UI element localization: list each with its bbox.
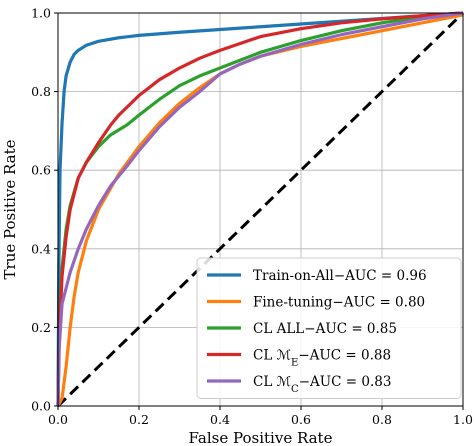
x-tick-label: 0.6 bbox=[291, 412, 311, 427]
legend-box bbox=[196, 257, 462, 399]
x-tick-label: 0.8 bbox=[372, 412, 392, 427]
chance-diagonal-line bbox=[56, 11, 465, 408]
y-tick-label: 0.0 bbox=[31, 399, 51, 414]
y-tick-label: 0.6 bbox=[31, 163, 51, 178]
series-line-0 bbox=[56, 11, 464, 407]
legend-label: CL ℳC−AUC = 0.83 bbox=[253, 374, 391, 395]
y-tick-label: 0.4 bbox=[31, 241, 51, 256]
series-line-1 bbox=[56, 13, 464, 407]
x-axis-ticks: 0.0 0.2 0.4 0.6 0.8 1.0 bbox=[48, 406, 473, 427]
x-tick-label: 0.0 bbox=[48, 412, 68, 427]
x-tick-label: 0.4 bbox=[210, 412, 230, 427]
legend-label: Train-on-All−AUC = 0.96 bbox=[253, 268, 427, 284]
legend-label: CL ℳE−AUC = 0.88 bbox=[253, 348, 391, 369]
series-line-3 bbox=[56, 11, 464, 407]
series-lines bbox=[56, 11, 465, 408]
legend-label: CL ALL−AUC = 0.85 bbox=[253, 321, 397, 337]
x-tick-label: 1.0 bbox=[453, 412, 473, 427]
x-tick-label: 0.2 bbox=[129, 412, 149, 427]
y-axis-ticks: 0.0 0.2 0.4 0.6 0.8 1.0 bbox=[31, 6, 58, 414]
legend-label: Fine-tuning−AUC = 0.80 bbox=[253, 295, 425, 311]
legend: Train-on-All−AUC = 0.96 Fine-tuning−AUC =… bbox=[196, 257, 462, 399]
x-axis-title: False Positive Rate bbox=[189, 429, 333, 446]
y-tick-label: 0.8 bbox=[31, 84, 51, 99]
y-tick-label: 1.0 bbox=[31, 6, 51, 21]
y-axis-title: True Positive Rate bbox=[1, 139, 19, 279]
series-line-4 bbox=[56, 11, 464, 407]
y-tick-label: 0.2 bbox=[31, 320, 51, 335]
plot-frame bbox=[57, 12, 464, 407]
